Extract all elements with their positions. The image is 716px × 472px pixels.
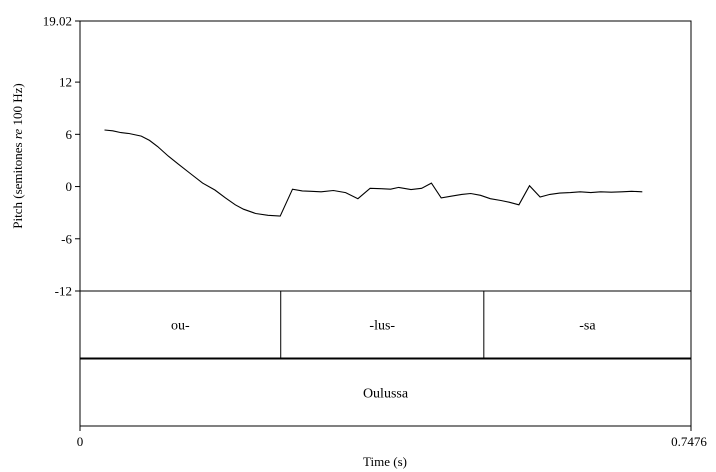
y-axis-ticks: 19.02 12 6 0 -6 -12	[43, 14, 80, 299]
y-tick-label: 0	[66, 179, 73, 194]
x-axis-title: Time (s)	[363, 454, 407, 469]
y-tick-label: -6	[61, 231, 72, 246]
y-tick-label: 19.02	[43, 14, 72, 29]
y-tick-label: 6	[66, 127, 73, 142]
tier-syllables-label: ou-	[171, 319, 190, 334]
pitch-contour-line	[104, 129, 643, 217]
tier-words-label: Oulussa	[363, 387, 409, 402]
x-tick-label-end: 0.7476	[671, 434, 707, 449]
y-axis-title: Pitch (semitones re 100 Hz)	[10, 83, 25, 228]
y-axis-title-italic: re	[10, 129, 25, 140]
pitch-panel-frame	[79, 20, 692, 292]
x-tick-label-start: 0	[77, 434, 84, 449]
y-tick-label: 12	[59, 75, 72, 90]
tier-syllables-label: -sa	[579, 319, 596, 334]
y-tick-label: -12	[55, 284, 72, 299]
tier-syllables-label: -lus-	[369, 319, 395, 334]
tier-syllables-frame	[79, 290, 692, 359]
annotation-tiers: ou- -lus- -sa Oulussa	[79, 290, 692, 427]
y-axis-title-prefix: Pitch (semitones	[10, 139, 25, 229]
y-axis-title-suffix: 100 Hz)	[10, 83, 25, 129]
